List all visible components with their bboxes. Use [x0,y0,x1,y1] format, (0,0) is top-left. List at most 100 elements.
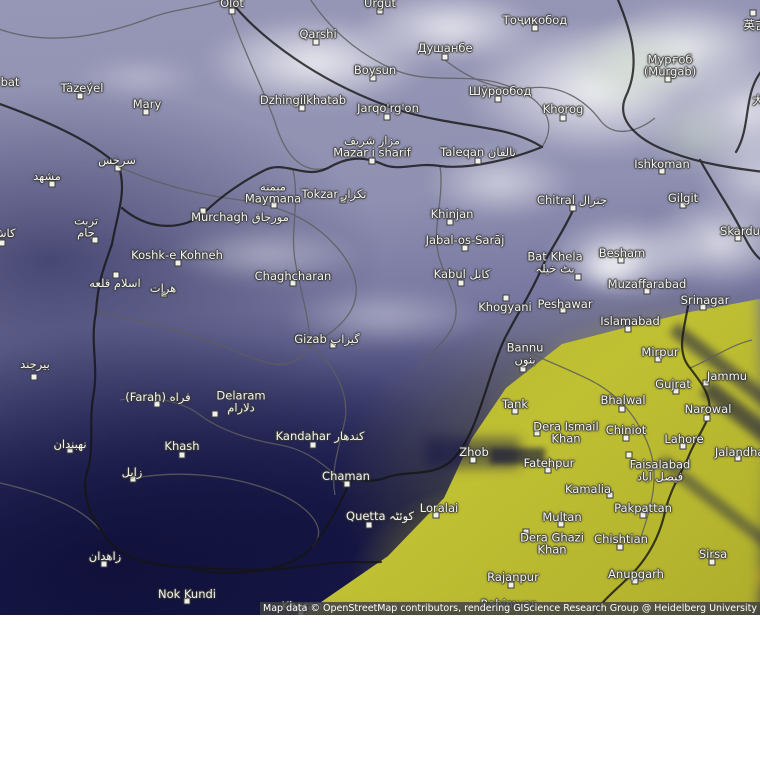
city-label: Gilgit [667,190,699,205]
city-marker [339,196,347,204]
city-marker [557,520,565,528]
city-marker [343,480,351,488]
city-label: Loralai [419,500,459,515]
city-label: Besham [598,245,646,260]
city-marker [469,456,477,464]
city-marker [569,204,577,212]
city-marker [129,475,137,483]
city-label: هرات [149,280,177,295]
city-marker [708,558,716,566]
city-marker [174,259,182,267]
city-label: Jalandhar [714,444,760,459]
city-label: Chishtian [594,531,648,546]
city-label: Bat Khela بٹ خیلہ [527,249,583,276]
city-label: Bannu بنوں [506,340,544,367]
city-marker [76,92,84,100]
city-marker [533,429,541,437]
city-layer: bat Täzeýel Mary Olot Urgut Qarshi Boysun Dzhin… [0,0,760,615]
city-marker [699,303,707,311]
city-label: Narowal [684,401,732,416]
city-marker [679,442,687,450]
city-marker [618,405,626,413]
city-label: Мурғоб (Murgab) [643,52,697,79]
city-label: Bhalwal [600,392,646,407]
city-label: Chaman [322,468,370,483]
city-marker [507,581,515,589]
city-marker [432,511,440,519]
city-label: Anupgarh [608,566,664,581]
city-marker [270,201,278,209]
city-label: Gizab گیزاب [294,331,360,346]
city-marker [142,108,150,116]
city-marker [289,279,297,287]
city-label: Dera Ismail Khan [533,419,599,446]
city-marker [749,9,757,17]
city-label: Fatehpur [523,455,575,470]
city-marker [494,95,502,103]
city-label: Jarqo'rg'on [357,100,419,115]
city-marker [616,543,624,551]
city-label: Khinjan [430,206,474,221]
city-marker [0,239,6,247]
city-marker [703,414,711,422]
city-marker [672,387,680,395]
city-marker [639,511,647,519]
city-label: سرخس [98,152,136,167]
city-marker [559,114,567,122]
city-marker [66,446,74,454]
city-marker [643,287,651,295]
city-label: Khash [164,438,200,453]
city-label: Täzeýel [60,80,104,95]
city-marker [183,597,191,605]
city-marker [461,244,469,252]
city-marker [734,454,742,462]
city-label: Boysun [353,62,397,77]
city-label: مزار شريف Mazar i sharif [333,133,411,160]
city-label: Sirsa [698,546,728,561]
city-label: (Farah) فراه [125,389,191,404]
city-label: Nok Kundi [158,586,216,601]
city-marker [91,236,99,244]
city-marker [457,279,465,287]
city-label: Lahore [664,431,704,446]
city-label: بیرجند [20,356,50,371]
city-marker [522,528,530,536]
city-label: زاهدان [88,548,122,563]
city-label: Muzaffarabad [607,276,687,291]
city-label: Faisalabad فیصل آباد [629,457,691,484]
city-marker [48,180,56,188]
city-marker [114,164,122,172]
city-marker [178,451,186,459]
city-marker [199,207,207,215]
city-label: Gujrat [655,376,691,391]
city-label: Jabal-os-Sarāj [425,232,505,247]
city-marker [502,294,510,302]
city-marker [631,577,639,585]
city-label: Mary [132,96,162,111]
city-label: Ishkoman [634,156,690,171]
city-label: Qarshi [299,26,337,41]
city-marker [369,74,377,82]
city-label: Dzhingilkhatab [259,92,347,107]
city-marker [574,273,582,281]
city-label: 英吉 [743,17,760,32]
city-label: اسلام قلعه [89,275,141,290]
city-marker [112,271,120,279]
city-marker [228,7,236,15]
satellite-map: bat Täzeýel Mary Olot Urgut Qarshi Boysun Dzhin… [0,0,760,615]
city-marker [376,7,384,15]
city-marker [368,157,376,165]
city-label: 大 [752,92,760,107]
city-marker [329,341,337,349]
city-label: Srinagar [680,292,730,307]
map-attribution: Map data © OpenStreetMap contributors, r… [260,602,760,615]
city-marker [383,113,391,121]
city-label: Delaram دلارام [216,388,266,415]
city-label: Zhob [459,444,489,459]
city-label: Tank [501,396,529,411]
city-label: Khogyani [478,299,532,314]
city-label: Kamalia [564,481,612,496]
city-marker [298,104,306,112]
city-label: Skardu [720,223,760,238]
city-marker [309,441,317,449]
